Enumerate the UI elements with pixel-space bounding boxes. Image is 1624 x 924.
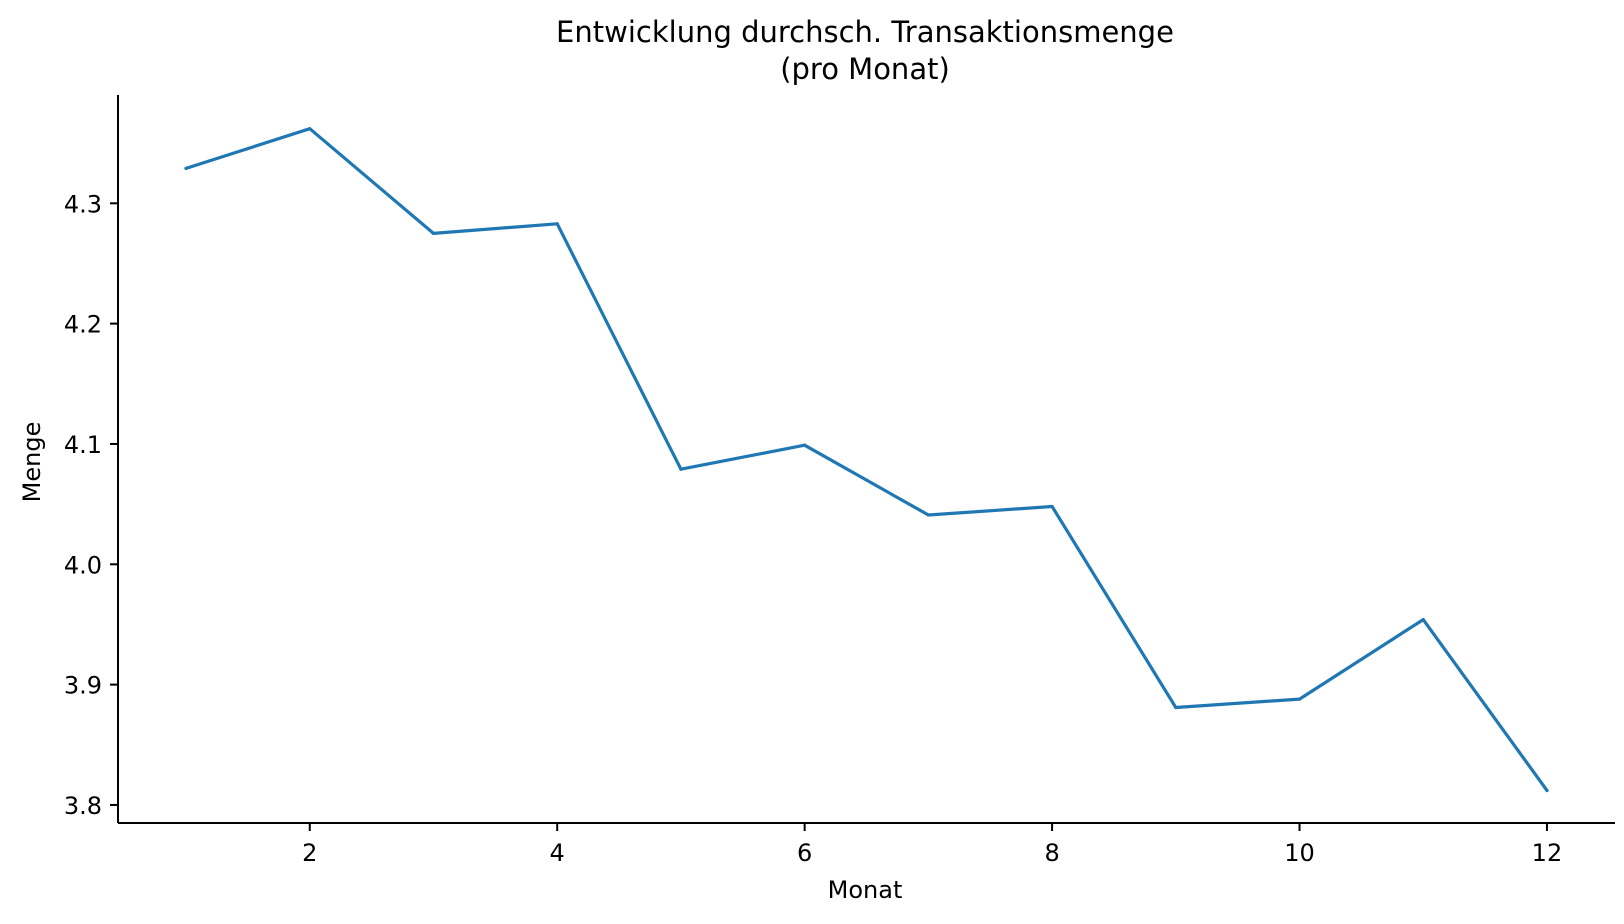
series-line [184, 127, 1549, 793]
x-tick-label: 2 [302, 839, 317, 867]
x-axis-label: Monat [828, 876, 903, 904]
data-point [679, 467, 683, 471]
data-point [926, 513, 930, 517]
series-points [184, 127, 1549, 793]
y-tick-label: 4.0 [64, 551, 102, 579]
data-point [308, 127, 312, 131]
y-tick-label: 4.2 [64, 311, 102, 339]
y-tick-label: 4.1 [64, 431, 102, 459]
data-point [1421, 618, 1425, 622]
data-point [1297, 697, 1302, 701]
y-tick-label: 4.3 [64, 190, 102, 218]
x-tick-label: 6 [797, 839, 812, 867]
x-tick-label: 12 [1532, 839, 1563, 867]
data-point [803, 443, 807, 447]
y-tick-label: 3.9 [64, 672, 102, 700]
chart-subtitle: (pro Monat) [780, 52, 950, 86]
x-tick-label: 4 [550, 839, 565, 867]
data-point [1174, 705, 1178, 710]
data-point [184, 166, 188, 171]
data-point [555, 222, 559, 226]
y-axis-ticks: 3.8 3.9 4.0 4.1 4.2 4.3 [64, 190, 118, 820]
chart-title: Entwicklung durchsch. Transaktionsmenge [556, 15, 1174, 49]
data-point [1050, 504, 1054, 509]
x-tick-label: 10 [1284, 839, 1315, 867]
data-point [431, 231, 436, 235]
x-tick-label: 8 [1044, 839, 1059, 867]
x-axis-ticks: 2 4 6 8 10 12 [302, 823, 1562, 867]
y-tick-label: 3.8 [64, 792, 102, 820]
y-axis-label: Menge [18, 422, 46, 503]
data-point [1545, 788, 1549, 793]
